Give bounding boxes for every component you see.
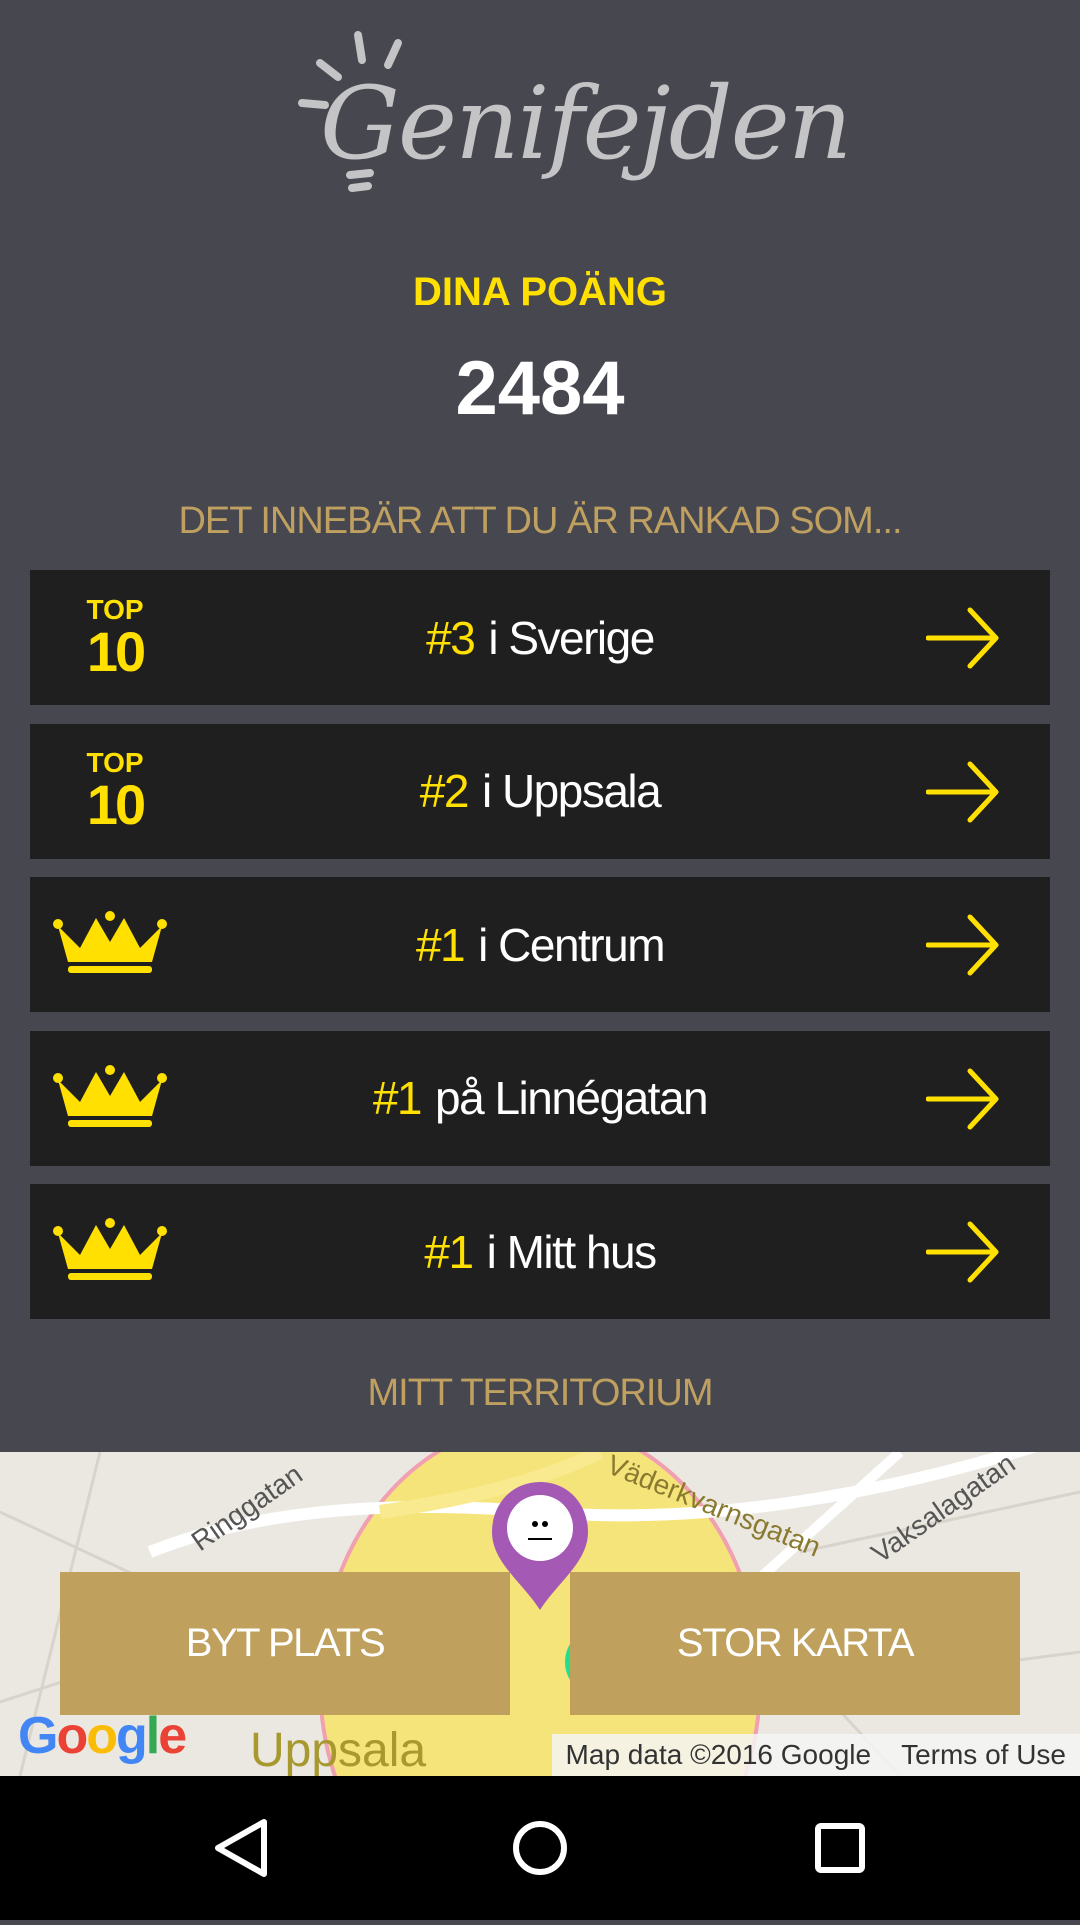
city-label: Uppsala bbox=[250, 1724, 426, 1776]
rank-place: i Uppsala bbox=[481, 765, 662, 817]
arrow-right-icon[interactable] bbox=[925, 1068, 1000, 1135]
map-data-text: Map data ©2016 Google bbox=[565, 1739, 872, 1770]
ranking-row[interactable]: TOP 10 #3 i Sverige bbox=[30, 570, 1050, 705]
crown-icon bbox=[52, 1064, 168, 1133]
map-attribution: Map data ©2016 Google Terms of Use bbox=[551, 1734, 1080, 1776]
arrow-right-icon[interactable] bbox=[925, 914, 1000, 981]
rank-text: #3 i Sverige bbox=[426, 611, 655, 665]
logo-text: Genifejden bbox=[320, 65, 852, 182]
rank-place: i Centrum bbox=[478, 918, 665, 971]
rank-number: #1 bbox=[424, 1225, 474, 1278]
rank-number: #1 bbox=[415, 918, 466, 971]
app-logo: Genifejden bbox=[290, 25, 852, 215]
recents-icon[interactable] bbox=[815, 1823, 865, 1873]
territory-map[interactable]: Ringgatan Väderkvarnsgatan Vaksalagatan … bbox=[0, 1452, 1080, 1776]
rank-number: #3 bbox=[426, 611, 476, 664]
rank-place: på Linnégatan bbox=[435, 1072, 709, 1124]
change-place-button[interactable]: BYT PLATS bbox=[60, 1572, 510, 1715]
system-nav-bar bbox=[0, 1776, 1080, 1920]
ranking-row[interactable]: TOP 10 #2 i Uppsala bbox=[30, 723, 1050, 859]
rank-place: i Sverige bbox=[488, 611, 655, 664]
rank-text: #2 i Uppsala bbox=[419, 764, 662, 818]
points-value: 2484 bbox=[455, 346, 625, 431]
user-avatar-pin-icon[interactable] bbox=[492, 1482, 592, 1622]
rank-place: i Mitt hus bbox=[486, 1225, 658, 1278]
top10-badge: TOP 10 bbox=[86, 747, 146, 836]
territory-title: MITT TERRITORIUM bbox=[367, 1372, 714, 1414]
ranking-row[interactable]: #1 i Mitt hus bbox=[30, 1184, 1050, 1319]
rank-text: #1 i Mitt hus bbox=[424, 1225, 658, 1279]
arrow-right-icon[interactable] bbox=[925, 607, 1000, 674]
points-label: DINA POÄNG bbox=[412, 270, 668, 314]
back-icon[interactable] bbox=[215, 1819, 267, 1877]
ranking-row[interactable]: #1 i Centrum bbox=[30, 877, 1050, 1012]
crown-icon bbox=[52, 910, 168, 979]
home-icon[interactable] bbox=[513, 1821, 567, 1875]
big-map-button[interactable]: STOR KARTA bbox=[570, 1572, 1020, 1715]
ranking-row[interactable]: #1 på Linnégatan bbox=[30, 1030, 1050, 1166]
terms-link[interactable]: Terms of Use bbox=[901, 1739, 1066, 1770]
rank-number: #2 bbox=[419, 765, 470, 817]
google-logo: Google bbox=[18, 1707, 187, 1765]
street-label: Ringgatan bbox=[186, 1458, 308, 1557]
rank-text: #1 i Centrum bbox=[415, 918, 666, 972]
lightbulb-rays-icon bbox=[298, 31, 402, 192]
arrow-right-icon[interactable] bbox=[925, 1221, 1000, 1288]
rank-number: #1 bbox=[372, 1072, 423, 1124]
top10-badge: TOP 10 bbox=[86, 593, 146, 683]
arrow-right-icon[interactable] bbox=[925, 761, 1000, 828]
rank-text: #1 på Linnégatan bbox=[372, 1071, 709, 1125]
ranking-intro: DET INNEBÄR ATT DU ÄR RANKAD SOM... bbox=[178, 500, 902, 542]
crown-icon bbox=[52, 1217, 168, 1286]
